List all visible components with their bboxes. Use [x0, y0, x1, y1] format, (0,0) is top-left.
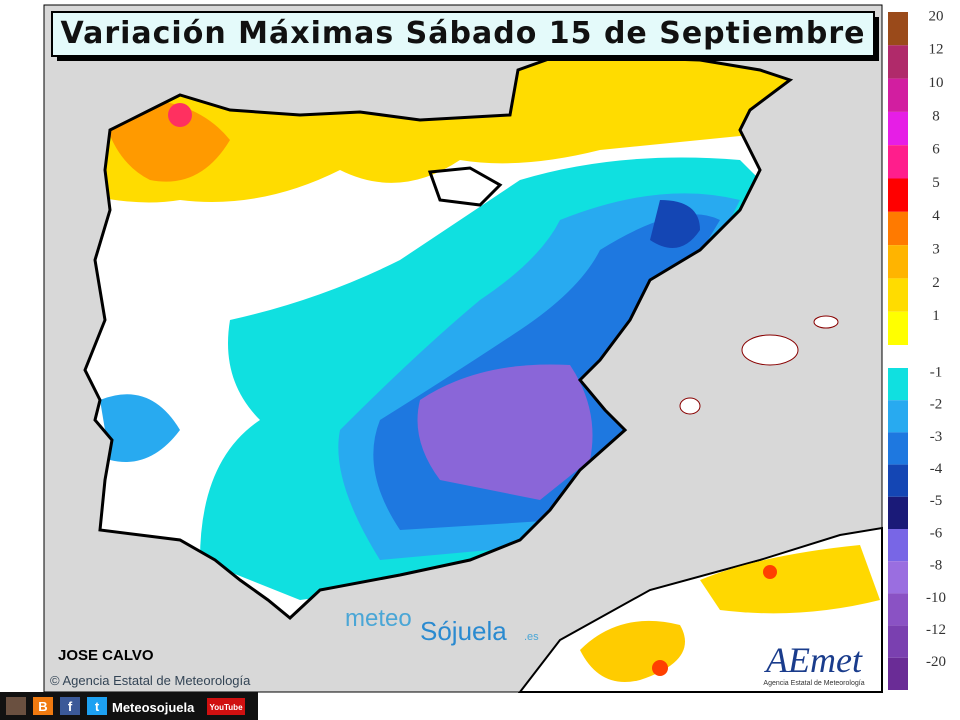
footer-icon — [33, 697, 53, 715]
legend-label: 12 — [929, 42, 944, 58]
legend-swatch — [888, 368, 908, 401]
watermark-sojuela: Sójuela — [420, 616, 507, 646]
legend-swatch — [888, 245, 908, 279]
legend-label: -8 — [930, 558, 943, 574]
agency-credit: © Agencia Estatal de Meteorología — [50, 673, 251, 688]
legend-swatch — [888, 432, 908, 465]
legend-swatch — [888, 178, 908, 212]
legend-label: -4 — [930, 461, 943, 477]
legend-label: 2 — [932, 275, 940, 291]
legend-swatch — [888, 12, 908, 46]
legend-label: 20 — [929, 8, 944, 24]
legend-swatch — [888, 311, 908, 345]
africa-warm — [700, 545, 880, 614]
africa-hot — [763, 565, 777, 579]
legend-label: 8 — [932, 108, 940, 124]
legend-label: 6 — [932, 142, 940, 158]
legend-swatch — [888, 625, 908, 658]
cold-zone — [100, 394, 180, 462]
legend-swatch — [888, 657, 908, 690]
legend-label: -10 — [926, 590, 946, 606]
footer-icon-label: t — [95, 699, 100, 714]
legend-label: -6 — [930, 525, 943, 541]
title-box — [51, 11, 875, 57]
legend-swatch — [888, 45, 908, 79]
legend-label: -1 — [930, 364, 943, 380]
legend-label: 10 — [929, 75, 944, 91]
legend-swatch — [888, 529, 908, 562]
footer-icon — [87, 697, 107, 715]
watermark-meteo: meteo — [345, 605, 412, 632]
footer-icon — [60, 697, 80, 715]
logo: AEmet — [764, 640, 863, 680]
la-rioja — [427, 166, 503, 207]
legend: 20 12 10 8 6 5 4 3 2 1 -1 -2 -3 -4 -5 -6 -8 -10 -12 -20 — [888, 8, 946, 690]
legend-swatch — [888, 593, 908, 626]
legend-label: -3 — [930, 429, 943, 445]
legend-swatch — [888, 278, 908, 312]
legend-swatch — [888, 561, 908, 594]
footer-icon-label: f — [68, 699, 73, 714]
title: Variación Máximas Sábado 15 de Septiembr… — [61, 16, 866, 51]
cold-zone — [650, 200, 700, 248]
legend-swatch — [888, 496, 908, 529]
icon-camera — [6, 697, 26, 715]
legend-label: 4 — [932, 208, 940, 224]
legend-label: -2 — [930, 397, 943, 413]
legend-swatch — [888, 211, 908, 246]
youtube: YouTube — [209, 703, 243, 712]
legend-label: 3 — [932, 242, 940, 258]
cold-core — [417, 364, 593, 500]
legend-swatch — [888, 78, 908, 112]
menorca — [813, 315, 839, 329]
legend-label: 1 — [932, 308, 940, 324]
legend-label: -5 — [930, 493, 943, 509]
legend-label: 5 — [932, 175, 940, 191]
author: JOSE CALVO — [58, 647, 154, 664]
mallorca — [741, 334, 799, 366]
legend-swatch — [888, 400, 908, 433]
footer-site: Meteosojuela — [112, 700, 195, 715]
legend-swatch — [888, 111, 908, 146]
footer-icon-label: B — [38, 699, 47, 714]
youtube-box — [207, 698, 245, 715]
ibiza — [679, 397, 701, 415]
legend-label: -20 — [926, 654, 946, 670]
legend-label: -12 — [926, 622, 946, 638]
hot-spot — [168, 103, 192, 127]
logo-subtitle: Agencia Estatal de Meteorología — [763, 680, 864, 687]
logo-box — [748, 628, 880, 690]
legend-swatch — [888, 464, 908, 497]
watermark-suffix: .es — [524, 631, 539, 643]
legend-swatch — [888, 145, 908, 179]
africa-hot — [652, 660, 668, 676]
